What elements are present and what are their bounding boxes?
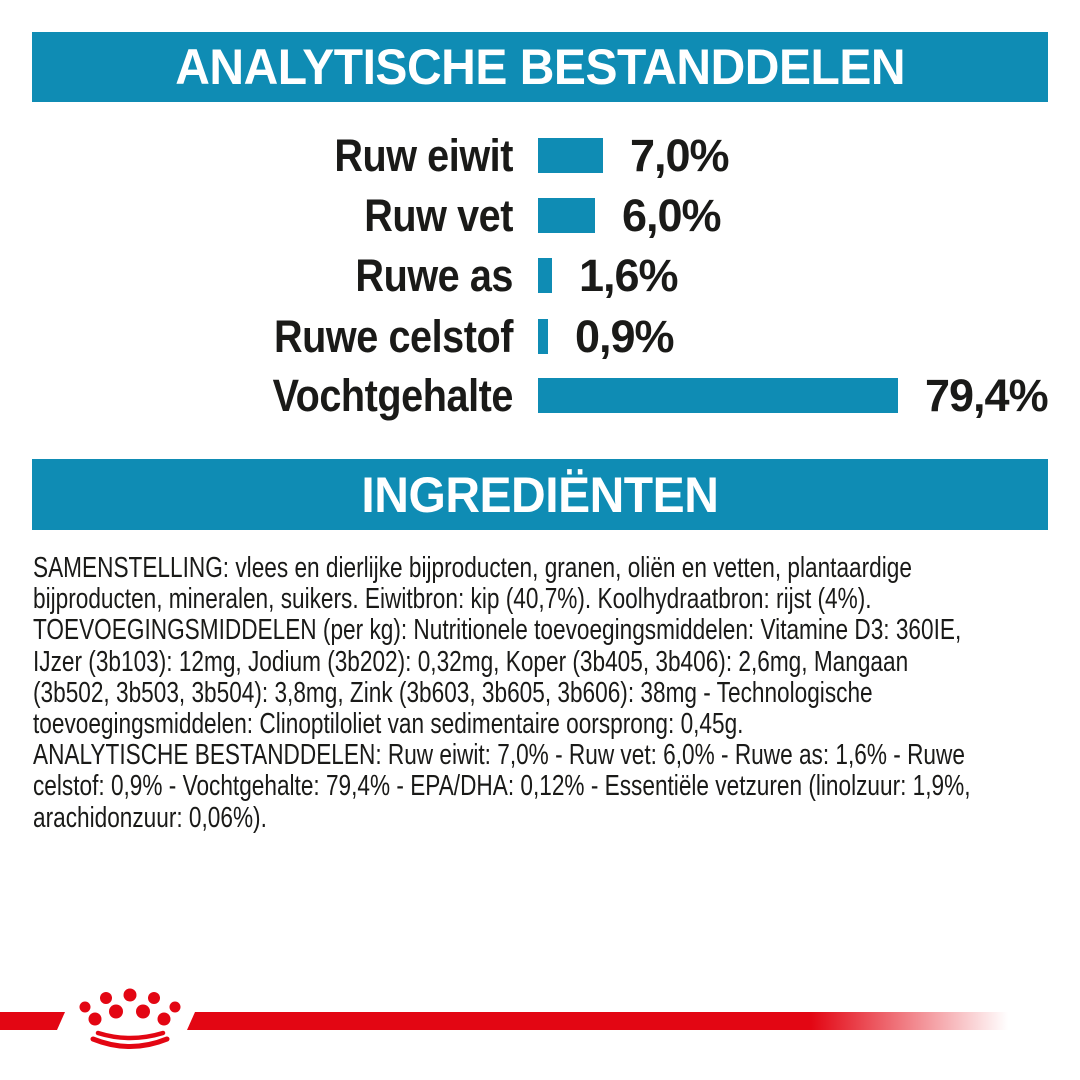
chart-row: Vochtgehalte 79,4%: [32, 370, 1049, 421]
text-line: ANALYTISCHE BESTANDDELEN: Ruw eiwit: 7,0…: [33, 739, 965, 772]
section-header-analytical: ANALYTISCHE BESTANDDELEN: [32, 32, 1048, 102]
chart-row: Ruwe celstof 0,9%: [32, 311, 675, 362]
divider-line-left: [0, 1012, 65, 1030]
chart-bar: [538, 198, 595, 233]
chart-value-label: 79,4%: [925, 369, 1049, 421]
ingredients-text: SAMENSTELLING: vlees en dierlijke bijpro…: [33, 552, 1048, 834]
chart-category-label: Ruw vet: [364, 189, 513, 241]
chart-row: Ruwe as 1,6%: [32, 250, 678, 301]
chart-bar: [538, 378, 898, 413]
section-title-analytical: ANALYTISCHE BESTANDDELEN: [175, 39, 905, 95]
chart-value-label: 0,9%: [575, 310, 675, 362]
crown-logo-icon: [79, 988, 181, 1049]
chart-bar: [538, 258, 552, 293]
text-line: IJzer (3b103): 12mg, Jodium (3b202): 0,3…: [33, 645, 909, 678]
chart-bar: [538, 138, 603, 173]
chart-category-label: Ruwe celstof: [274, 310, 513, 362]
chart-category-label: Ruw eiwit: [334, 129, 513, 181]
section-header-ingredients: INGREDIËNTEN: [32, 459, 1048, 530]
text-line: arachidonzuur: 0,06%).: [33, 801, 267, 834]
chart-row: Ruw eiwit 7,0%: [32, 130, 729, 181]
text-line: TOEVOEGINGSMIDDELEN (per kg): Nutritione…: [33, 614, 962, 647]
chart-bar: [538, 319, 548, 354]
text-line: bijproducten, mineralen, suikers. Eiwitb…: [33, 583, 872, 616]
chart-category-label: Ruwe as: [355, 249, 513, 301]
chart-category-label: Vochtgehalte: [272, 369, 514, 421]
text-line: SAMENSTELLING: vlees en dierlijke bijpro…: [33, 552, 912, 584]
text-line: toevoegingsmiddelen: Clinoptiloliet van …: [33, 708, 744, 741]
chart-value-label: 1,6%: [579, 249, 679, 301]
royal-canin-logo-footer: [0, 988, 1008, 1049]
text-line: celstof: 0,9% - Vochtgehalte: 79,4% - EP…: [33, 770, 971, 803]
chart-value-label: 6,0%: [622, 189, 722, 241]
chart-value-label: 7,0%: [630, 129, 730, 181]
divider-line-right: [187, 1012, 1008, 1030]
section-title-ingredients: INGREDIËNTEN: [361, 466, 719, 523]
chart-row: Ruw vet 6,0%: [32, 190, 721, 241]
text-line: (3b502, 3b503, 3b504): 3,8mg, Zink (3b60…: [33, 676, 873, 709]
